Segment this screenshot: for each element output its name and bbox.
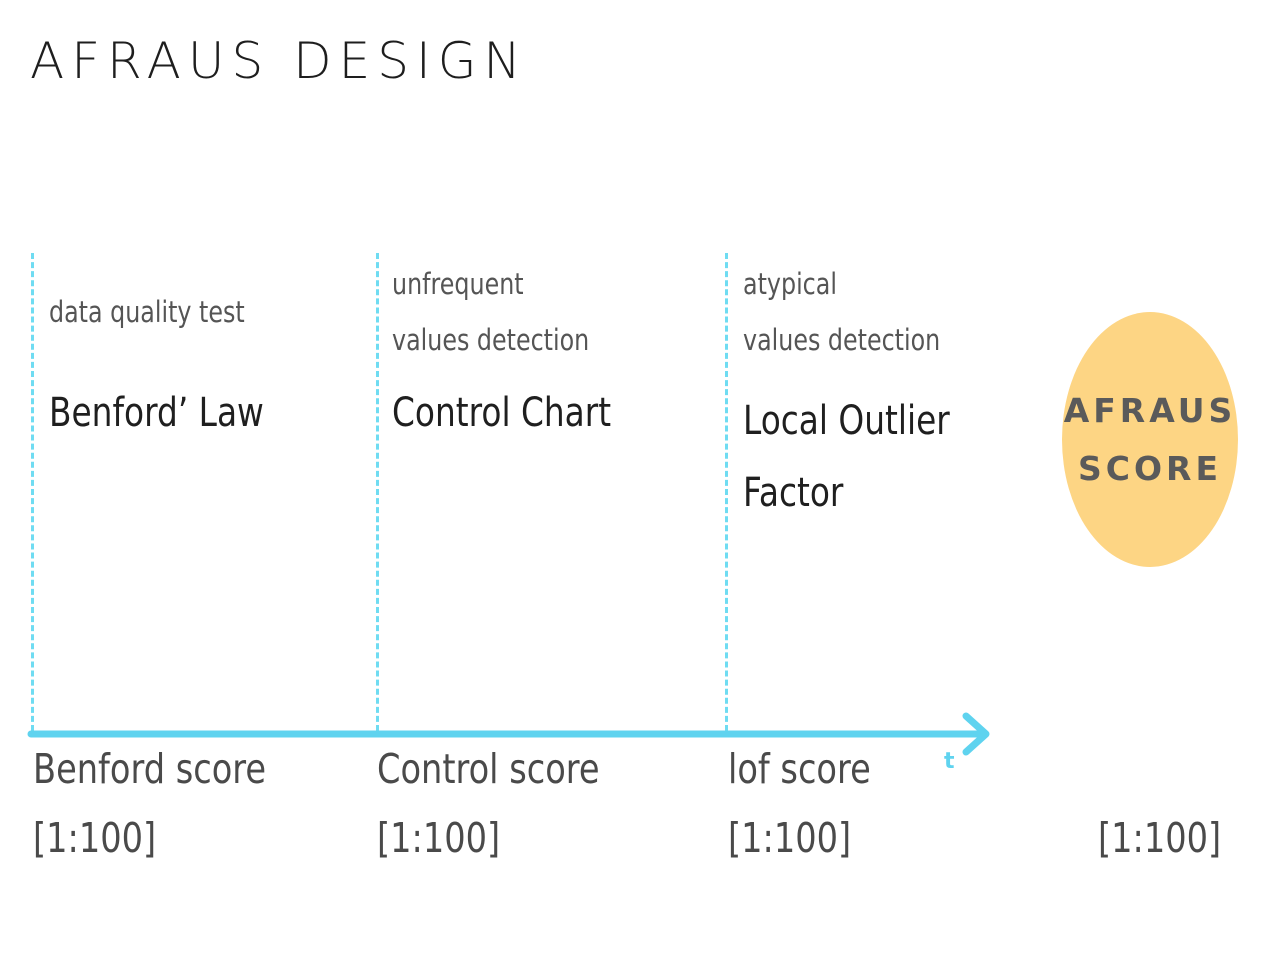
afraus-score-line1: AFRAUS (1063, 390, 1237, 430)
lof-score-range: [1:100] (728, 814, 852, 862)
lof-score-label: lof score (728, 745, 871, 793)
stage-divider-lof (725, 253, 728, 731)
lof-method-name-line1: Local Outlier (743, 398, 950, 444)
control-method-name: Control Chart (392, 390, 612, 436)
control-score-range: [1:100] (377, 814, 501, 862)
time-axis-label: t (944, 749, 955, 774)
benford-score-label: Benford score (33, 745, 267, 793)
control-stage-subtitle-line2: values detection (392, 323, 590, 357)
lof-method-name-line2: Factor (743, 470, 844, 516)
benford-method-name: Benford’ Law (49, 390, 264, 436)
page-title: AFRAUS DESIGN (30, 32, 528, 90)
lof-stage-subtitle-line2: values detection (743, 323, 941, 357)
benford-score-range: [1:100] (33, 814, 157, 862)
stage-divider-benford (31, 253, 34, 731)
afraus-score-line2: SCORE (1078, 448, 1222, 488)
benford-stage-subtitle: data quality test (49, 295, 245, 329)
afraus-score-range: [1:100] (1098, 814, 1222, 862)
lof-stage-subtitle-line1: atypical (743, 267, 837, 301)
stage-divider-control (376, 253, 379, 731)
control-score-label: Control score (377, 745, 600, 793)
control-stage-subtitle-line1: unfrequent (392, 267, 524, 301)
afraus-score-circle: AFRAUS SCORE (1062, 312, 1238, 567)
